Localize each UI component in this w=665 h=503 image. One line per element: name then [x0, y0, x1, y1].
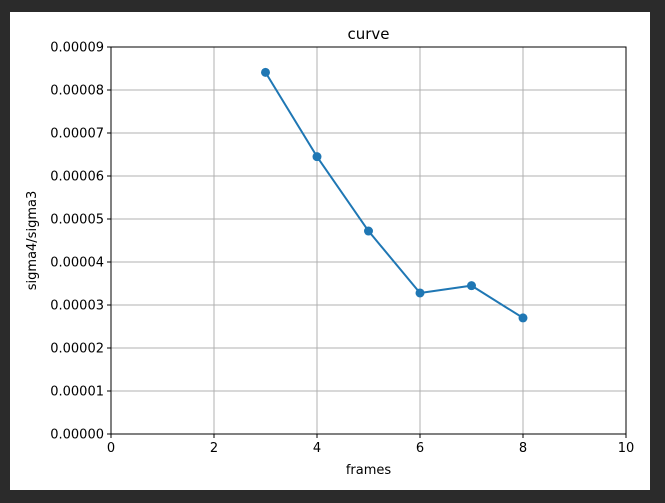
x-tick-label: 6 — [416, 441, 424, 456]
y-axis-ticks: 0.00000 0.00001 0.00002 0.00003 0.00004 0.000… — [50, 41, 111, 443]
y-tick-label: 0.00006 — [50, 170, 104, 185]
data-point — [364, 226, 373, 236]
data-point — [312, 152, 322, 162]
plot-area-border — [110, 46, 627, 435]
data-point — [518, 313, 528, 323]
y-tick-label: 0.00005 — [50, 213, 104, 228]
y-tick-label: 0.00009 — [50, 41, 104, 56]
y-tick-label: 0.00003 — [50, 299, 104, 314]
x-tick-label: 0 — [107, 441, 115, 456]
chart-title: curve — [347, 25, 389, 43]
line-chart: curve 0.000000.000010.000020.000030.0000… — [25, 25, 634, 478]
data-point — [261, 67, 270, 77]
data-point — [415, 288, 425, 298]
y-tick-label: 0.00000 — [50, 428, 104, 443]
y-tick-label: 0.00001 — [50, 385, 104, 400]
chart-canvas: curve 0.00000 0.00001 0.00002 0.00003 0.0000… — [10, 12, 650, 490]
y-tick-label: 0.00007 — [50, 127, 104, 142]
y-axis-label: sigma4/sigma3 — [25, 191, 40, 290]
x-tick-label: 10 — [618, 441, 635, 456]
y-tick-label: 0.00008 — [50, 84, 104, 99]
y-tick-label: 0.00002 — [50, 342, 104, 357]
x-axis-ticks: 0 2 4 6 8 10 — [107, 434, 634, 456]
y-tick-label: 0.00004 — [50, 256, 104, 271]
series-line — [264, 71, 524, 319]
series-group — [261, 67, 528, 323]
grid-lines — [110, 46, 627, 435]
data-point — [467, 281, 476, 291]
x-tick-label: 8 — [519, 441, 527, 456]
x-tick-label: 4 — [313, 441, 321, 456]
x-axis-label: frames — [346, 463, 392, 478]
x-tick-label: 2 — [210, 441, 218, 456]
